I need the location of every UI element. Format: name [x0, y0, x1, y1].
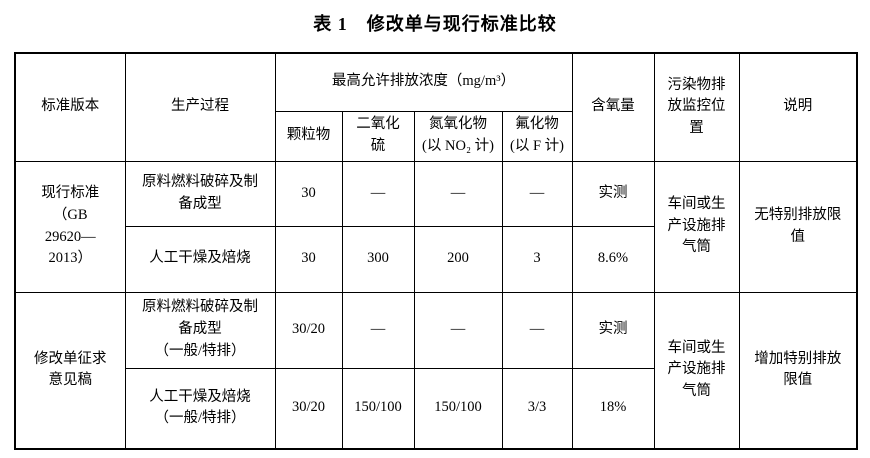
- cell-nox: —: [413, 160, 503, 227]
- header-row-sub: 颗粒物 二氧化 硫 氮氧化物 (以 NO₂ 计) 氟化物 (以 F 计): [15, 110, 857, 162]
- cell-process: 人工干燥及焙烧 （一般/特排）: [124, 367, 276, 450]
- cell-pm: 30/20: [274, 367, 343, 450]
- table-row: 人工干燥及焙烧 （一般/特排） 30/20 150/100 150/100 3/…: [15, 367, 857, 450]
- header-cell-nitrogen-oxides: 氮氧化物 (以 NO₂ 计): [413, 110, 503, 162]
- cell-so2: 150/100: [341, 367, 415, 450]
- cell-oxygen: 18%: [571, 367, 655, 450]
- cell-nox: —: [413, 291, 503, 369]
- cell-fluoride: —: [501, 291, 573, 369]
- header-cell-oxygen-content: 含氧量: [571, 52, 655, 162]
- cell-pm: 30: [274, 160, 343, 227]
- cell-fluoride: 3: [501, 225, 573, 293]
- cell-process: 原料燃料破碎及制 备成型 （一般/特排）: [124, 291, 276, 369]
- header-cell-standard-version: 标准版本: [14, 52, 126, 162]
- cell-oxygen: 实测: [571, 291, 655, 369]
- standards-comparison-table: 标准版本 生产过程 最高允许排放浓度（mg/m³） 含氧量 污染物排 放监控位 …: [14, 52, 858, 450]
- cell-remark: 无特别排放限 值: [738, 160, 858, 293]
- header-cell-production-process: 生产过程: [124, 52, 276, 162]
- cell-nox: 150/100: [413, 367, 503, 450]
- cell-standard-draft-amendment: 修改单征求 意见稿: [14, 291, 126, 450]
- header-cell-sulfur-dioxide: 二氧化 硫: [341, 110, 415, 162]
- header-cell-fluoride: 氟化物 (以 F 计): [501, 110, 573, 162]
- cell-fluoride: —: [501, 160, 573, 227]
- cell-process: 原料燃料破碎及制 备成型: [124, 160, 276, 227]
- header-cell-max-emission-concentration: 最高允许排放浓度（mg/m³）: [274, 52, 573, 112]
- cell-fluoride: 3/3: [501, 367, 573, 450]
- cell-so2: —: [341, 291, 415, 369]
- cell-pm: 30/20: [274, 291, 343, 369]
- cell-standard-current: 现行标准 （GB 29620— 2013）: [14, 160, 126, 293]
- cell-so2: —: [341, 160, 415, 227]
- cell-so2: 300: [341, 225, 415, 293]
- page-title: 表 1 修改单与现行标准比较: [313, 14, 557, 34]
- cell-oxygen: 实测: [571, 160, 655, 227]
- table-row: 人工干燥及焙烧 30 300 200 3 8.6%: [15, 225, 857, 293]
- header-cell-monitoring-location: 污染物排 放监控位 置: [653, 52, 740, 162]
- header-cell-remark: 说明: [738, 52, 858, 162]
- header-row-top: 标准版本 生产过程 最高允许排放浓度（mg/m³） 含氧量 污染物排 放监控位 …: [14, 52, 858, 162]
- cell-pm: 30: [274, 225, 343, 293]
- cell-monitoring-location: 车间或生 产设施排 气筒: [653, 291, 740, 450]
- cell-monitoring-location: 车间或生 产设施排 气筒: [653, 160, 740, 293]
- header-cell-particulate-matter: 颗粒物: [274, 110, 343, 162]
- cell-nox: 200: [413, 225, 503, 293]
- table-row: 修改单征求 意见稿 原料燃料破碎及制 备成型 （一般/特排） 30/20 — —…: [14, 291, 858, 450]
- cell-process: 人工干燥及焙烧: [124, 225, 276, 293]
- cell-remark: 增加特别排放 限值: [738, 291, 858, 450]
- table-row: 现行标准 （GB 29620— 2013） 原料燃料破碎及制 备成型 30 — …: [14, 160, 858, 293]
- cell-oxygen: 8.6%: [571, 225, 655, 293]
